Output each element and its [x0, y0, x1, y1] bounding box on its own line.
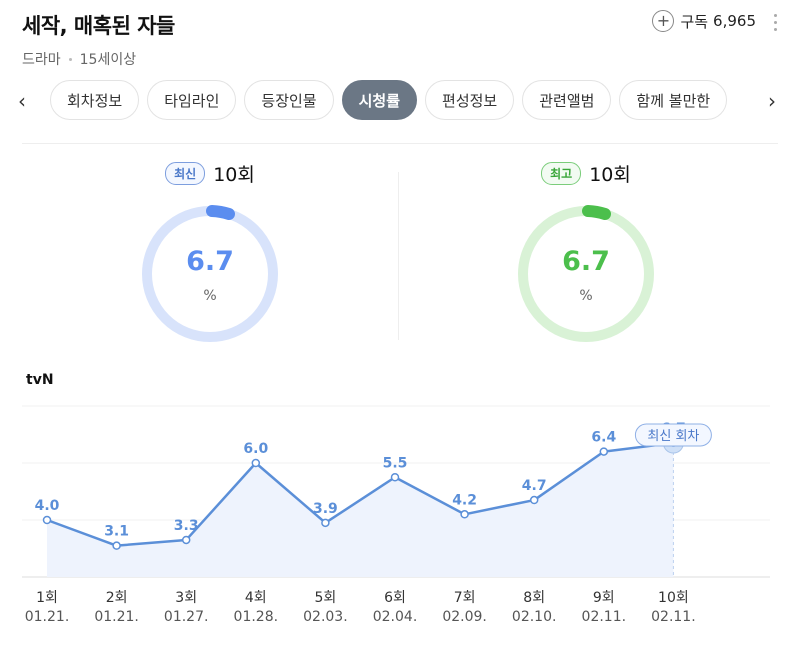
x-tick-label: 4회 — [245, 590, 267, 606]
latest-rating-value: 6.7 — [186, 246, 234, 277]
x-date-label: 01.28. — [234, 609, 279, 625]
more-options-icon[interactable] — [774, 14, 778, 35]
data-point — [460, 510, 469, 519]
x-date-label: 02.04. — [373, 609, 418, 625]
x-date-label: 02.10. — [512, 609, 557, 625]
data-label: 3.1 — [104, 524, 129, 540]
section-divider — [22, 143, 778, 144]
chevron-left-icon[interactable]: ‹ — [18, 89, 26, 113]
data-point — [181, 535, 191, 545]
x-date-label: 02.09. — [442, 609, 487, 625]
latest-rating-unit: % — [203, 288, 217, 304]
x-date-label: 01.27. — [164, 609, 209, 625]
data-label: 3.9 — [313, 501, 338, 517]
x-date-label: 02.03. — [303, 609, 348, 625]
latest-episode: 10회 — [213, 164, 255, 186]
tab-1[interactable]: 회차정보 — [50, 80, 140, 120]
x-date-label: 02.11. — [582, 609, 627, 625]
x-date-label: 01.21. — [94, 609, 139, 625]
x-tick-label: 9회 — [593, 590, 615, 606]
best-rating-card: 최고 10회 6.7 % — [446, 160, 726, 344]
x-tick-label: 8회 — [523, 590, 545, 606]
data-point — [529, 495, 539, 505]
best-badge: 최고 — [541, 162, 582, 185]
subscribe-button[interactable]: + 구독 6,965 — [652, 10, 756, 32]
latest-episode-tag-text: 최신 회차 — [647, 429, 699, 444]
plus-icon: + — [652, 10, 675, 32]
latest-rating-ring: 6.7 % — [140, 204, 280, 344]
tab-7[interactable]: 함께 볼만한 — [619, 80, 728, 120]
ratings-line-chart: 4.0 1회 01.21. 3.1 2회 01.21. 3.3 3회 01.27. 6.0 4회 01… — [22, 405, 770, 625]
latest-badge: 최신 — [165, 162, 206, 185]
x-tick-label: 1회 — [36, 590, 58, 606]
chart-area — [47, 443, 674, 577]
x-tick-label: 2회 — [106, 590, 128, 606]
program-title: 세작, 매혹된 자들 — [22, 14, 175, 38]
tab-3[interactable]: 등장인물 — [244, 80, 334, 120]
tab-list: 회차정보 타임라인 등장인물 시청률 편성정보 관련앨범 함께 볼만한 — [50, 80, 750, 124]
tab-bar: ‹ 회차정보 타임라인 등장인물 시청률 편성정보 관련앨범 함께 볼만한 › — [0, 80, 800, 124]
best-rating-unit: % — [579, 288, 593, 304]
data-point — [42, 515, 52, 525]
subscriber-count: 6,965 — [713, 12, 756, 30]
data-label: 4.2 — [452, 492, 477, 508]
best-episode: 10회 — [589, 164, 631, 186]
latest-rating-card: 최신 10회 6.7 % — [70, 160, 350, 344]
program-meta: 드라마 15세이상 — [22, 49, 175, 69]
latest-episode-tag — [634, 423, 712, 447]
meta-separator — [68, 57, 72, 61]
series-line — [46, 441, 674, 547]
x-tick-label: 5회 — [315, 590, 337, 606]
data-point — [251, 458, 261, 468]
data-label: 3.3 — [174, 518, 199, 534]
chevron-right-icon[interactable]: › — [768, 89, 776, 113]
x-tick-label: 3회 — [175, 590, 197, 606]
tab-4[interactable]: 시청률 — [341, 80, 418, 120]
channel-label: tvN — [26, 372, 54, 388]
genre-label: 드라마 — [22, 52, 61, 68]
data-point — [390, 473, 400, 482]
data-label: 5.5 — [383, 455, 408, 471]
stat-divider — [398, 172, 399, 340]
tab-2[interactable]: 타임라인 — [147, 80, 237, 120]
x-tick-label: 6회 — [384, 590, 406, 606]
data-label: 4.7 — [522, 478, 547, 494]
best-rating-value: 6.7 — [562, 246, 610, 277]
best-rating-ring: 6.7 % — [516, 204, 656, 344]
data-point — [321, 518, 330, 528]
data-point — [112, 541, 121, 550]
subscribe-label: 구독 — [680, 12, 709, 31]
tab-5[interactable]: 편성정보 — [425, 80, 515, 120]
tab-6[interactable]: 관련앨범 — [522, 80, 612, 120]
x-date-label: 01.21. — [25, 609, 70, 625]
x-tick-label: 7회 — [454, 590, 476, 606]
x-tick-label: 10회 — [658, 590, 689, 606]
data-label: 6.4 — [591, 430, 616, 446]
data-label: 4.0 — [35, 498, 60, 514]
program-header: 세작, 매혹된 자들 드라마 15세이상 — [22, 10, 175, 69]
data-label: 6.0 — [243, 441, 268, 457]
x-date-label: 02.11. — [651, 609, 696, 625]
data-point — [599, 447, 609, 456]
age-rating-label: 15세이상 — [79, 52, 137, 68]
